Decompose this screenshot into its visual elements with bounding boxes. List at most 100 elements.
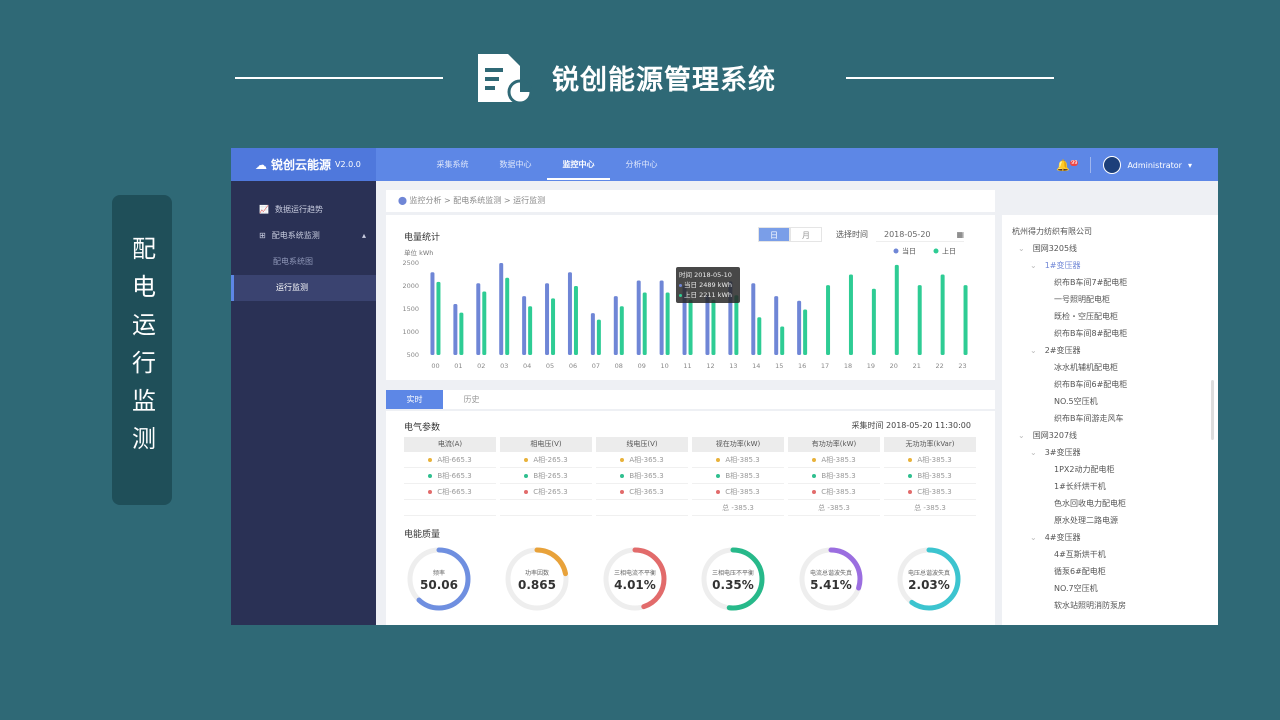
monitor-icon: ⊞ bbox=[259, 231, 266, 240]
bar-today[interactable] bbox=[705, 295, 710, 355]
tree-node[interactable]: 织布B车间7#配电柜 bbox=[1012, 274, 1208, 291]
tree-node-label: 织布B车间6#配电柜 bbox=[1054, 380, 1128, 389]
bar-today[interactable] bbox=[613, 296, 618, 355]
bar-yesterday[interactable] bbox=[688, 299, 693, 355]
params-card: 电气参数 采集时间 2018-05-20 11:30:00 电流(A) A相-66… bbox=[386, 411, 995, 625]
gauge-ring bbox=[505, 547, 569, 611]
tree-node[interactable]: ⌄ 2#变压器 bbox=[1012, 342, 1208, 359]
bar-today[interactable] bbox=[430, 272, 435, 355]
nav-item[interactable]: 监控中心 bbox=[547, 148, 610, 180]
bar-yesterday[interactable] bbox=[757, 317, 762, 355]
bar-yesterday[interactable] bbox=[734, 295, 739, 355]
date-picker[interactable]: 2018-05-20 ▦ bbox=[876, 227, 964, 242]
caret-down-icon[interactable]: ▾ bbox=[1187, 160, 1192, 170]
tree-node[interactable]: ⌄ 3#变压器 bbox=[1012, 444, 1208, 461]
bar-today[interactable] bbox=[522, 296, 527, 355]
tree-node[interactable]: NO.7空压机 bbox=[1012, 580, 1208, 597]
bar-today[interactable] bbox=[545, 283, 550, 355]
bar-yesterday[interactable] bbox=[963, 285, 968, 355]
tree-node[interactable]: ⌄ 1#变压器 bbox=[1012, 257, 1208, 274]
bar-yesterday[interactable] bbox=[894, 264, 899, 355]
tab-history[interactable]: 历史 bbox=[463, 395, 480, 404]
nav-item[interactable]: 采集系统 bbox=[436, 160, 469, 169]
app-logo[interactable]: ☁ 锐创云能源 V2.0.0 bbox=[231, 148, 376, 181]
bar-yesterday[interactable] bbox=[436, 281, 441, 355]
bar-today[interactable] bbox=[636, 280, 641, 355]
tree-node[interactable]: 1#长纤烘干机 bbox=[1012, 478, 1208, 495]
bar-today[interactable] bbox=[751, 283, 756, 355]
legend-label[interactable]: 上日 bbox=[942, 247, 956, 256]
gauge-value: 0.865 bbox=[518, 578, 556, 592]
bar-today[interactable] bbox=[797, 300, 802, 355]
sidebar-item[interactable]: ⊞ 配电系统监测 ▴ bbox=[231, 223, 376, 249]
tree-node[interactable]: 织布B车间8#配电柜 bbox=[1012, 325, 1208, 342]
bar-yesterday[interactable] bbox=[665, 292, 670, 355]
chevron-down-icon[interactable]: ⌄ bbox=[1018, 431, 1025, 440]
bell-icon[interactable]: 🔔99 bbox=[1056, 158, 1079, 172]
bar-yesterday[interactable] bbox=[482, 291, 487, 355]
chevron-down-icon[interactable]: ⌄ bbox=[1030, 346, 1037, 355]
tree-node[interactable]: 织布B车间游走风车 bbox=[1012, 410, 1208, 427]
bar-yesterday[interactable] bbox=[596, 319, 601, 355]
bar-yesterday[interactable] bbox=[459, 312, 464, 355]
toggle-month[interactable]: 月 bbox=[790, 227, 822, 242]
calendar-icon[interactable]: ▦ bbox=[956, 230, 964, 239]
chevron-down-icon[interactable]: ⌄ bbox=[1030, 261, 1037, 270]
tree-node[interactable]: 织布B车间6#配电柜 bbox=[1012, 376, 1208, 393]
tree-node[interactable]: ⌄ 国网3207线 bbox=[1012, 427, 1208, 444]
bar-yesterday[interactable] bbox=[940, 274, 945, 356]
sidebar-item[interactable]: 📈 数据运行趋势 bbox=[231, 197, 376, 223]
tree-node[interactable]: 原水处理二路电源 bbox=[1012, 512, 1208, 529]
tree-node[interactable]: 1PX2动力配电柜 bbox=[1012, 461, 1208, 478]
bar-yesterday[interactable] bbox=[871, 288, 876, 355]
bar-today[interactable] bbox=[659, 280, 664, 355]
legend-label[interactable]: 当日 bbox=[902, 247, 916, 256]
bar-yesterday[interactable] bbox=[528, 306, 533, 355]
y-tick-label: 2500 bbox=[402, 259, 419, 267]
phase-dot bbox=[524, 458, 529, 462]
toggle-day[interactable]: 日 bbox=[758, 227, 790, 242]
chevron-down-icon[interactable]: ⌄ bbox=[1030, 448, 1037, 457]
bar-today[interactable] bbox=[476, 283, 481, 355]
tree-node[interactable]: 冰水机辅机配电柜 bbox=[1012, 359, 1208, 376]
user-name[interactable]: Administrator bbox=[1127, 160, 1182, 170]
date-value: 2018-05-20 bbox=[884, 230, 931, 239]
sidebar-item[interactable]: 配电系统图 bbox=[231, 249, 376, 275]
bar-today[interactable] bbox=[499, 263, 504, 355]
bar-yesterday[interactable] bbox=[505, 277, 510, 355]
bar-yesterday[interactable] bbox=[826, 285, 831, 355]
bar-today[interactable] bbox=[774, 296, 779, 355]
bar-today[interactable] bbox=[567, 272, 572, 355]
bar-today[interactable] bbox=[682, 286, 687, 355]
chevron-down-icon[interactable]: ⌄ bbox=[1030, 533, 1037, 542]
tree-node[interactable]: 色水回收电力配电柜 bbox=[1012, 495, 1208, 512]
tree-node[interactable]: 一号照明配电柜 bbox=[1012, 291, 1208, 308]
tree-node[interactable]: 既检・空压配电柜 bbox=[1012, 308, 1208, 325]
bar-yesterday[interactable] bbox=[803, 309, 808, 355]
nav-item[interactable]: 分析中心 bbox=[625, 160, 658, 169]
tree-node[interactable]: 4#互斯烘干机 bbox=[1012, 546, 1208, 563]
sidebar-item[interactable]: 运行监测 bbox=[231, 275, 376, 301]
bar-yesterday[interactable] bbox=[619, 306, 624, 355]
bar-today[interactable] bbox=[590, 313, 595, 355]
tree-node[interactable]: ⌄ 国网3205线 bbox=[1012, 240, 1208, 257]
bar-yesterday[interactable] bbox=[642, 292, 647, 355]
tree-node[interactable]: 软水站照明消防泵房 bbox=[1012, 597, 1208, 614]
bar-yesterday[interactable] bbox=[573, 286, 578, 355]
tab-realtime[interactable]: 实时 bbox=[386, 390, 443, 409]
tree-node[interactable]: 杭州得力纺织有限公司 bbox=[1012, 223, 1208, 240]
bar-today[interactable] bbox=[453, 303, 458, 355]
bar-yesterday[interactable] bbox=[711, 299, 716, 355]
avatar[interactable] bbox=[1103, 156, 1122, 174]
nav-item[interactable]: 数据中心 bbox=[499, 160, 532, 169]
chevron-down-icon[interactable]: ⌄ bbox=[1018, 244, 1025, 253]
tree-node[interactable]: NO.5空压机 bbox=[1012, 393, 1208, 410]
bar-yesterday[interactable] bbox=[551, 298, 556, 355]
user-area[interactable]: 🔔99 Administrator ▾ bbox=[1056, 156, 1192, 174]
tree-node[interactable]: ⌄ 4#变压器 bbox=[1012, 529, 1208, 546]
bar-yesterday[interactable] bbox=[917, 285, 922, 355]
bar-yesterday[interactable] bbox=[780, 326, 785, 355]
tree-scrollbar[interactable] bbox=[1211, 380, 1214, 440]
tree-node[interactable]: 循泵6#配电柜 bbox=[1012, 563, 1208, 580]
bar-yesterday[interactable] bbox=[848, 274, 853, 356]
